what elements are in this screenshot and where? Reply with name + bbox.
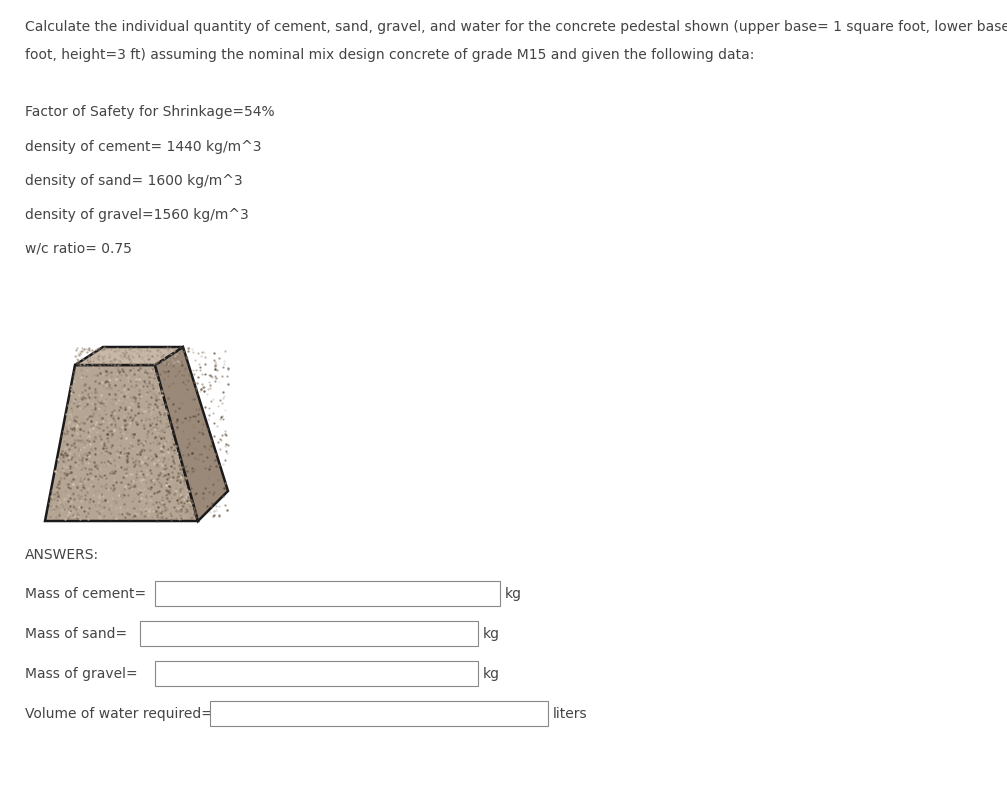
Text: kg: kg (505, 587, 522, 601)
Bar (140, 621, 478, 646)
Text: kg: kg (483, 627, 500, 641)
Polygon shape (155, 348, 228, 521)
Text: Mass of cement=: Mass of cement= (25, 587, 146, 601)
Text: liters: liters (553, 706, 588, 721)
Text: Factor of Safety for Shrinkage=54%: Factor of Safety for Shrinkage=54% (25, 105, 275, 119)
Bar (210, 702, 548, 726)
Text: density of sand= 1600 kg/m^3: density of sand= 1600 kg/m^3 (25, 174, 243, 188)
Text: density of cement= 1440 kg/m^3: density of cement= 1440 kg/m^3 (25, 139, 262, 154)
Bar (155, 581, 500, 607)
Bar (155, 661, 478, 686)
Polygon shape (45, 366, 198, 521)
Text: ANSWERS:: ANSWERS: (25, 547, 99, 561)
Polygon shape (75, 348, 183, 366)
Text: Volume of water required=: Volume of water required= (25, 706, 212, 721)
Text: kg: kg (483, 667, 500, 680)
Text: w/c ratio= 0.75: w/c ratio= 0.75 (25, 242, 132, 255)
Text: foot, height=3 ft) assuming the nominal mix design concrete of grade M15 and giv: foot, height=3 ft) assuming the nominal … (25, 48, 754, 62)
Text: Mass of sand=: Mass of sand= (25, 627, 127, 641)
Text: density of gravel=1560 kg/m^3: density of gravel=1560 kg/m^3 (25, 208, 249, 221)
Text: Calculate the individual quantity of cement, sand, gravel, and water for the con: Calculate the individual quantity of cem… (25, 20, 1007, 34)
Text: Mass of gravel=: Mass of gravel= (25, 667, 138, 680)
